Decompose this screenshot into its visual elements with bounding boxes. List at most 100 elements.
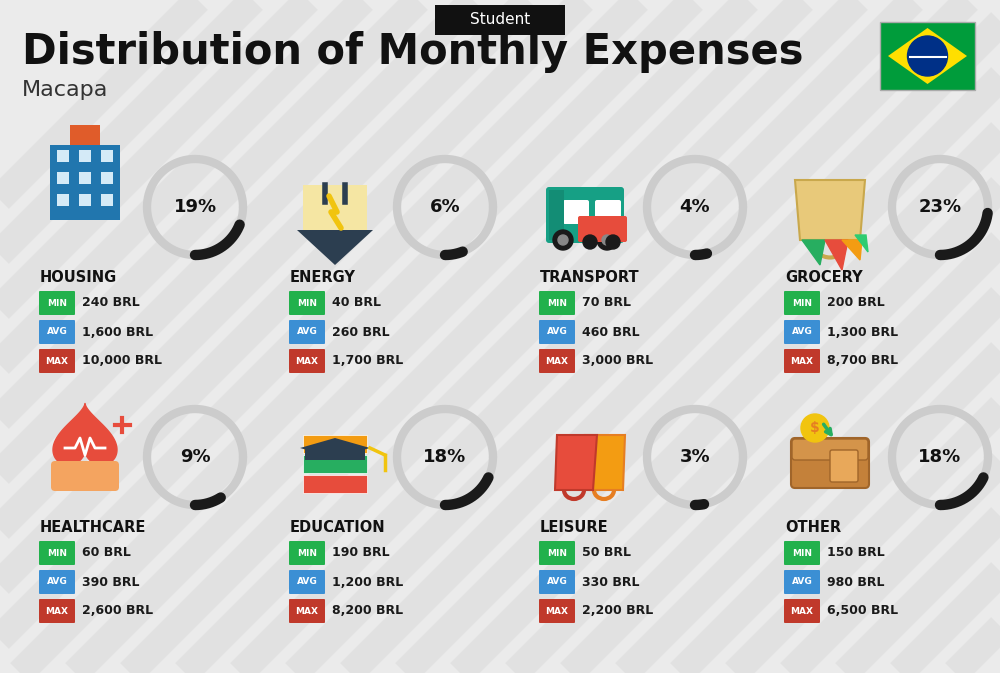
Circle shape xyxy=(801,414,829,442)
Text: 8,200 BRL: 8,200 BRL xyxy=(332,604,403,618)
FancyBboxPatch shape xyxy=(101,172,113,184)
FancyBboxPatch shape xyxy=(305,448,365,460)
FancyBboxPatch shape xyxy=(791,438,869,488)
Text: MAX: MAX xyxy=(790,606,814,616)
FancyBboxPatch shape xyxy=(39,570,75,594)
Circle shape xyxy=(558,235,568,245)
Polygon shape xyxy=(297,230,373,265)
Text: 2,600 BRL: 2,600 BRL xyxy=(82,604,153,618)
FancyBboxPatch shape xyxy=(50,145,120,220)
Text: ENERGY: ENERGY xyxy=(290,270,356,285)
Polygon shape xyxy=(53,404,117,465)
FancyBboxPatch shape xyxy=(784,599,820,623)
FancyBboxPatch shape xyxy=(539,349,575,373)
Text: 190 BRL: 190 BRL xyxy=(332,546,390,559)
Text: MAX: MAX xyxy=(296,606,318,616)
Text: MIN: MIN xyxy=(792,299,812,308)
Text: 3,000 BRL: 3,000 BRL xyxy=(582,355,653,367)
FancyBboxPatch shape xyxy=(784,291,820,315)
Text: 1,300 BRL: 1,300 BRL xyxy=(827,326,898,339)
FancyBboxPatch shape xyxy=(578,216,627,242)
Text: 2,200 BRL: 2,200 BRL xyxy=(582,604,653,618)
Text: MAX: MAX xyxy=(546,357,568,365)
FancyBboxPatch shape xyxy=(101,194,113,206)
Text: AVG: AVG xyxy=(547,577,567,586)
Text: AVG: AVG xyxy=(792,328,812,336)
Text: 150 BRL: 150 BRL xyxy=(827,546,885,559)
Text: MIN: MIN xyxy=(297,548,317,557)
Text: TRANSPORT: TRANSPORT xyxy=(540,270,640,285)
FancyBboxPatch shape xyxy=(784,349,820,373)
Text: 23%: 23% xyxy=(918,198,962,216)
FancyBboxPatch shape xyxy=(289,570,325,594)
Text: 70 BRL: 70 BRL xyxy=(582,297,631,310)
FancyBboxPatch shape xyxy=(57,194,69,206)
Text: MAX: MAX xyxy=(296,357,318,365)
Text: 980 BRL: 980 BRL xyxy=(827,575,885,588)
Text: MIN: MIN xyxy=(547,299,567,308)
Text: AVG: AVG xyxy=(47,328,67,336)
Text: 260 BRL: 260 BRL xyxy=(332,326,390,339)
FancyBboxPatch shape xyxy=(39,541,75,565)
FancyBboxPatch shape xyxy=(549,190,564,240)
Text: 18%: 18% xyxy=(423,448,467,466)
FancyBboxPatch shape xyxy=(435,5,565,35)
Text: 18%: 18% xyxy=(918,448,962,466)
Text: Distribution of Monthly Expenses: Distribution of Monthly Expenses xyxy=(22,31,804,73)
Text: 330 BRL: 330 BRL xyxy=(582,575,640,588)
Text: MIN: MIN xyxy=(547,548,567,557)
Circle shape xyxy=(908,36,948,76)
Polygon shape xyxy=(300,438,370,458)
Text: 460 BRL: 460 BRL xyxy=(582,326,640,339)
Text: $: $ xyxy=(810,421,820,435)
Text: Macapa: Macapa xyxy=(22,80,108,100)
Polygon shape xyxy=(795,180,865,240)
Text: 50 BRL: 50 BRL xyxy=(582,546,631,559)
Text: AVG: AVG xyxy=(547,328,567,336)
Polygon shape xyxy=(585,435,625,490)
Circle shape xyxy=(553,230,573,250)
Text: OTHER: OTHER xyxy=(785,520,841,535)
FancyBboxPatch shape xyxy=(57,150,69,162)
FancyBboxPatch shape xyxy=(39,320,75,344)
FancyBboxPatch shape xyxy=(101,150,113,162)
Text: 200 BRL: 200 BRL xyxy=(827,297,885,310)
Text: 240 BRL: 240 BRL xyxy=(82,297,140,310)
Text: MAX: MAX xyxy=(546,606,568,616)
Text: HEALTHCARE: HEALTHCARE xyxy=(40,520,146,535)
FancyBboxPatch shape xyxy=(79,172,91,184)
Polygon shape xyxy=(303,185,367,230)
Polygon shape xyxy=(855,235,868,252)
Text: Student: Student xyxy=(470,13,530,28)
FancyBboxPatch shape xyxy=(880,22,975,90)
Polygon shape xyxy=(888,28,967,84)
FancyBboxPatch shape xyxy=(563,200,589,224)
FancyBboxPatch shape xyxy=(539,541,575,565)
Text: 1,200 BRL: 1,200 BRL xyxy=(332,575,403,588)
FancyBboxPatch shape xyxy=(792,439,868,460)
Polygon shape xyxy=(802,240,825,265)
Polygon shape xyxy=(825,240,848,270)
Polygon shape xyxy=(555,435,597,490)
Text: 40 BRL: 40 BRL xyxy=(332,297,381,310)
Text: 1,700 BRL: 1,700 BRL xyxy=(332,355,403,367)
FancyBboxPatch shape xyxy=(539,599,575,623)
FancyBboxPatch shape xyxy=(39,349,75,373)
Text: AVG: AVG xyxy=(47,577,67,586)
FancyBboxPatch shape xyxy=(289,541,325,565)
Text: 6%: 6% xyxy=(430,198,460,216)
Text: 19%: 19% xyxy=(173,198,217,216)
Text: MIN: MIN xyxy=(47,299,67,308)
FancyBboxPatch shape xyxy=(289,320,325,344)
FancyBboxPatch shape xyxy=(303,455,367,473)
Circle shape xyxy=(602,235,612,245)
FancyBboxPatch shape xyxy=(784,570,820,594)
Text: 390 BRL: 390 BRL xyxy=(82,575,140,588)
FancyBboxPatch shape xyxy=(57,172,69,184)
Text: 3%: 3% xyxy=(680,448,710,466)
FancyBboxPatch shape xyxy=(39,599,75,623)
Text: HOUSING: HOUSING xyxy=(40,270,117,285)
Polygon shape xyxy=(842,240,862,260)
Text: GROCERY: GROCERY xyxy=(785,270,863,285)
FancyBboxPatch shape xyxy=(289,291,325,315)
